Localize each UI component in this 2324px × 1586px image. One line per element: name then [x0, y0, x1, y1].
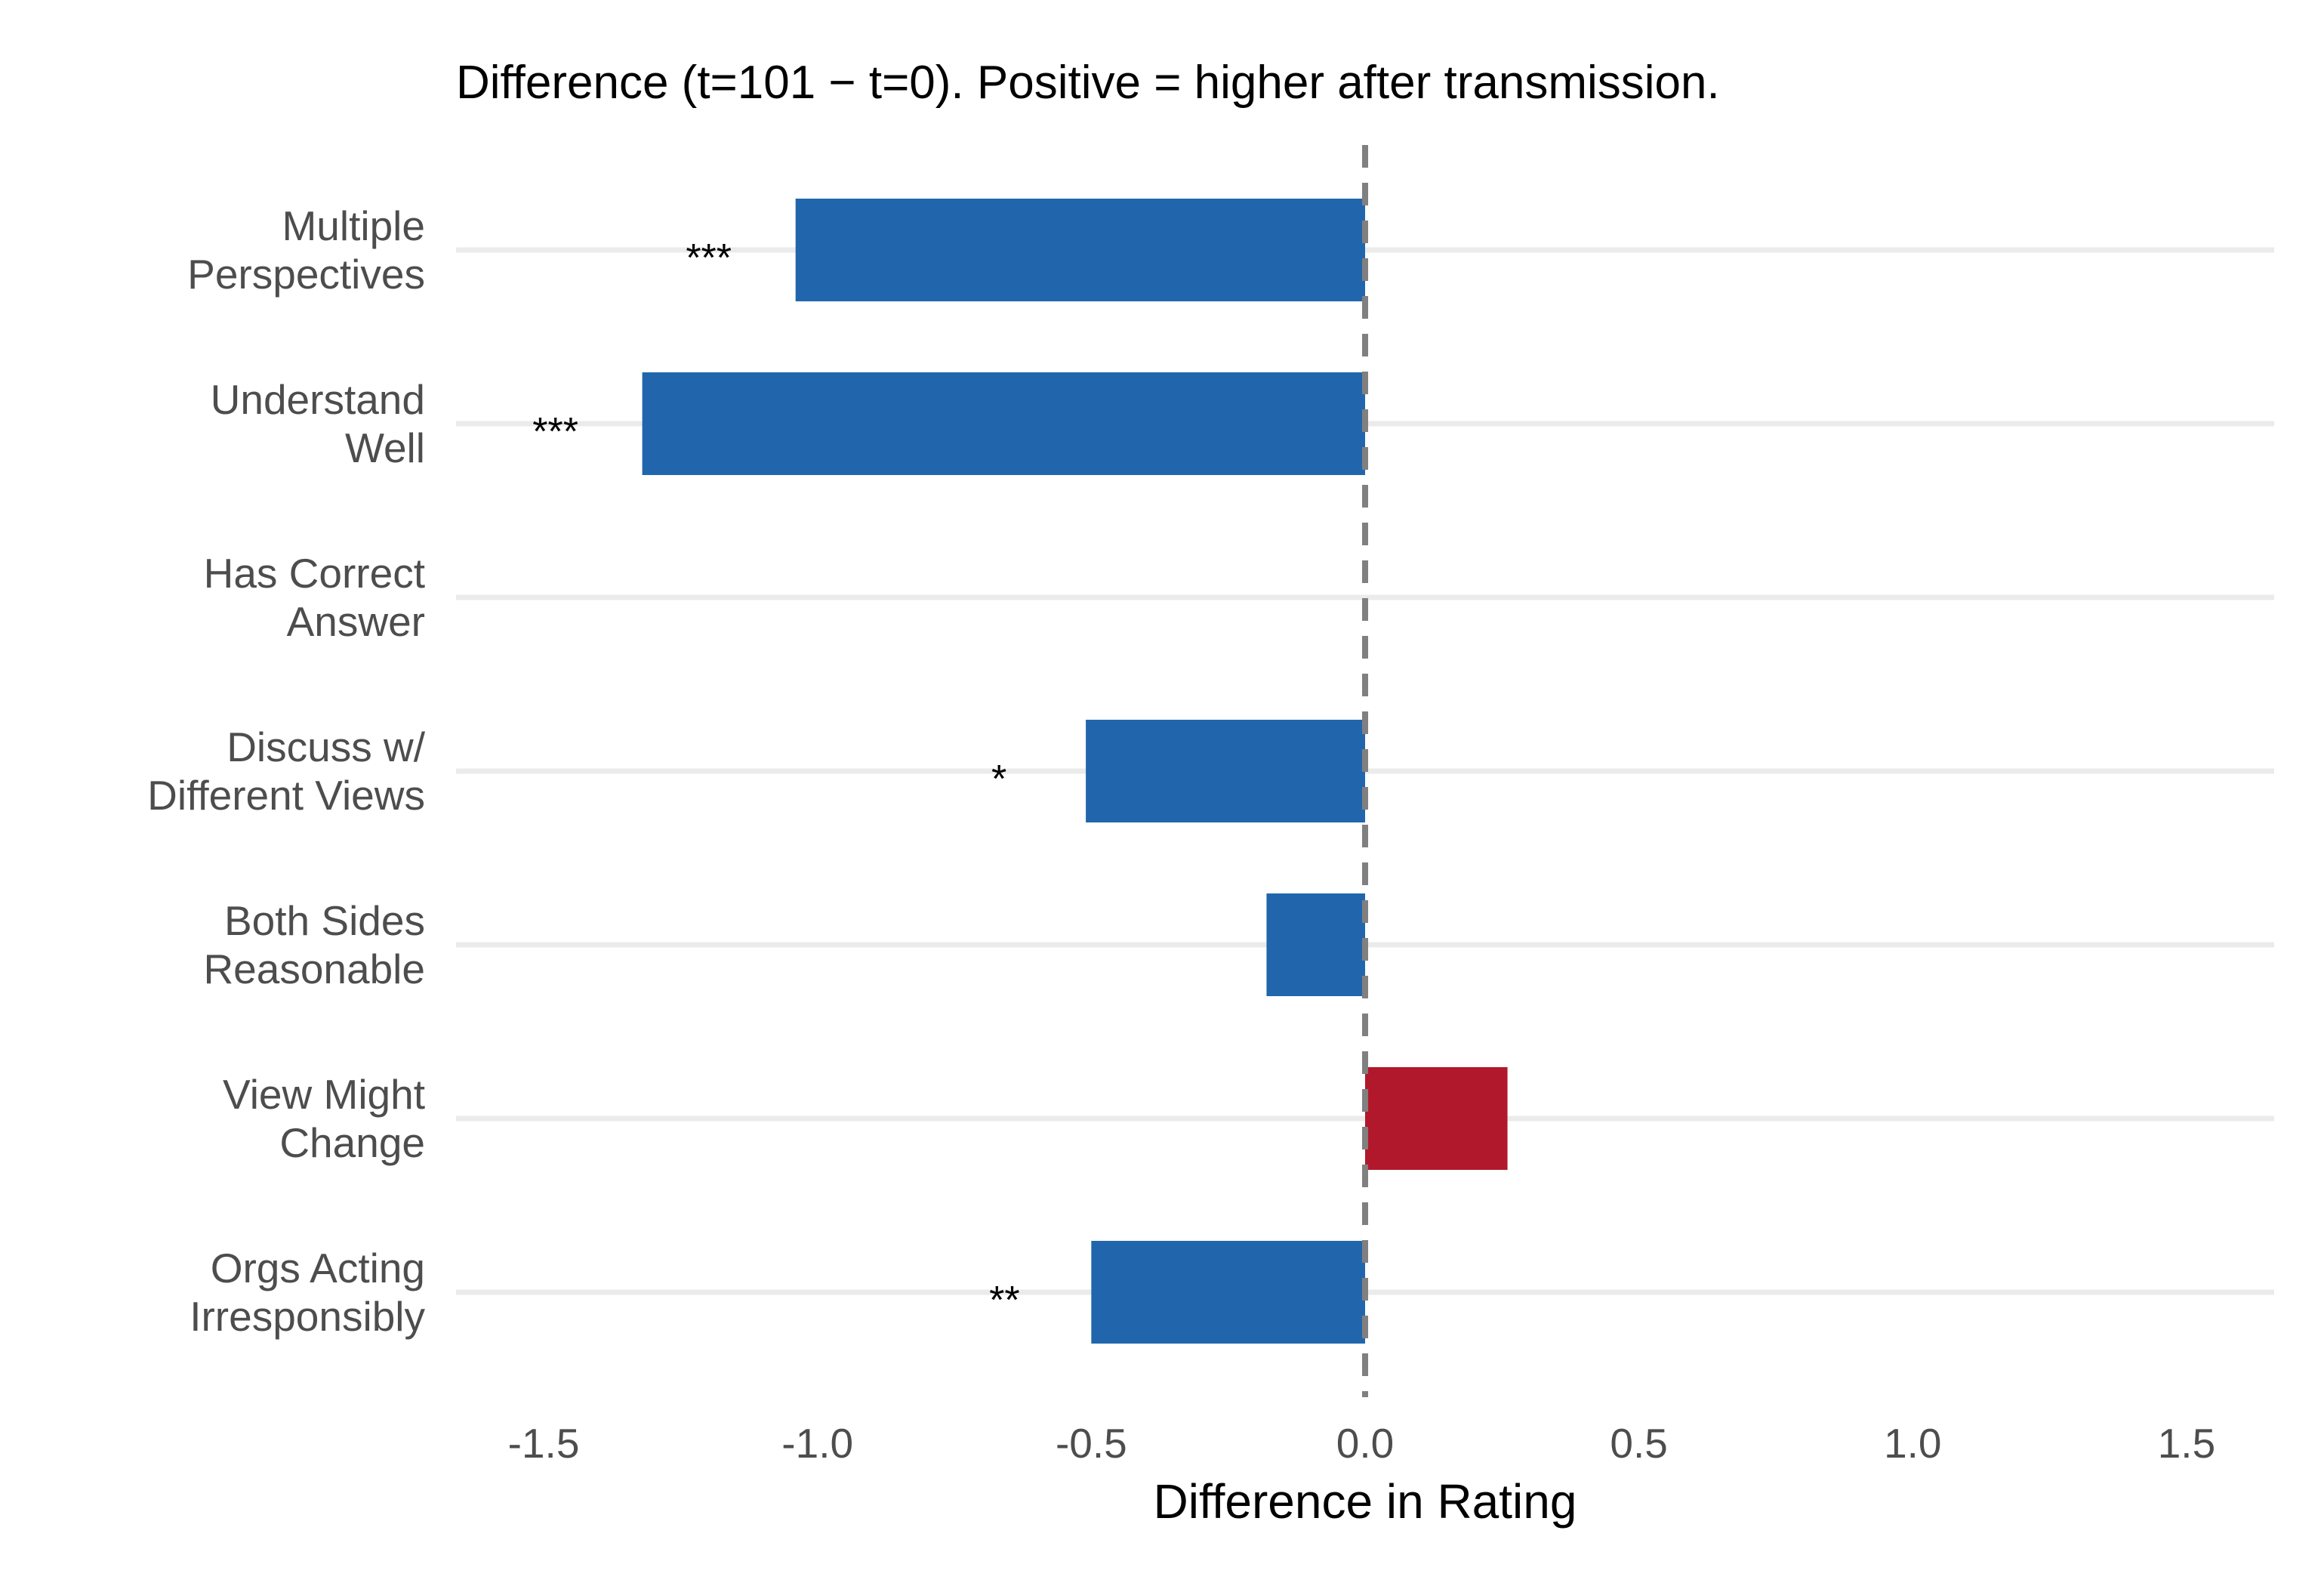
- bar-4: [1266, 893, 1365, 996]
- category-label-4: Both Sides Reasonable: [203, 897, 425, 992]
- category-label-3: Discuss w/Different Views: [147, 724, 426, 819]
- tick-layer: -1.5 -1.0 -0.5 0.0 0.5 1.0 1.5: [508, 1420, 2216, 1467]
- x-axis-title: Difference in Rating: [1154, 1474, 1577, 1529]
- x-tick-label: 0.0: [1336, 1420, 1394, 1467]
- category-label-6: Orgs Acting Irresponsibly: [190, 1245, 425, 1340]
- category-label-5: View Might Change: [223, 1071, 425, 1166]
- bar-5: [1365, 1067, 1508, 1170]
- significance-marker-0: ***: [686, 236, 732, 280]
- x-tick-label: -1.0: [781, 1420, 853, 1467]
- bar-layer: [642, 199, 1508, 1344]
- category-label-2: Has Correct Answer: [204, 550, 425, 645]
- significance-marker-6: **: [989, 1279, 1019, 1322]
- bar-1: [642, 372, 1365, 475]
- bar-0: [795, 199, 1365, 301]
- x-tick-label: 1.5: [2158, 1420, 2215, 1467]
- bar-6: [1091, 1241, 1365, 1344]
- chart-title: Difference (t=101 − t=0). Positive = hig…: [456, 57, 1720, 109]
- category-label-1: Understand Well: [211, 376, 425, 471]
- category-label-0: Multiple Perspectives: [187, 202, 425, 298]
- bar-3: [1086, 720, 1365, 822]
- significance-marker-1: ***: [532, 410, 578, 454]
- label-layer: Multiple Perspectives Understand Well Has Co…: [147, 202, 1019, 1340]
- x-tick-label: 0.5: [1610, 1420, 1667, 1467]
- x-tick-label: -0.5: [1056, 1420, 1127, 1467]
- significance-marker-3: *: [991, 758, 1006, 801]
- x-tick-label: -1.5: [508, 1420, 580, 1467]
- x-tick-label: 1.0: [1884, 1420, 1941, 1467]
